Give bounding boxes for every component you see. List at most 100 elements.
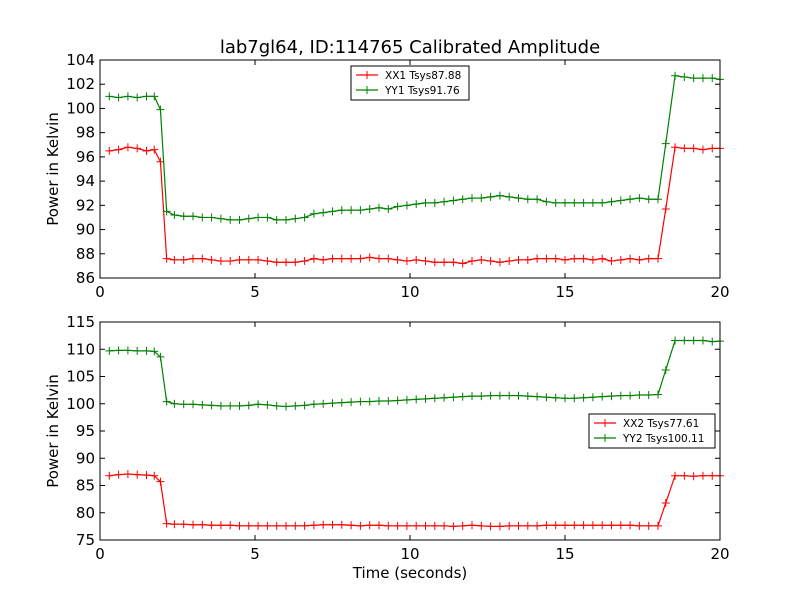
legend-label: XX1 Tsys87.88 <box>385 70 461 82</box>
x-tick-label: 0 <box>95 283 105 301</box>
data-point <box>458 521 467 530</box>
data-point <box>588 521 597 530</box>
data-point <box>384 397 393 406</box>
data-point <box>356 206 365 215</box>
data-point <box>468 392 476 401</box>
data-point <box>375 254 383 263</box>
data-point <box>114 145 123 154</box>
y-axis-label: Power in Kelvin <box>44 374 62 488</box>
data-point <box>402 201 411 210</box>
data-point <box>272 258 281 267</box>
data-point <box>207 521 216 530</box>
data-point <box>430 198 439 207</box>
data-point <box>244 214 253 223</box>
data-point <box>421 257 430 266</box>
data-point <box>477 255 486 264</box>
data-point <box>402 521 411 530</box>
data-point <box>430 521 439 530</box>
data-point <box>477 521 486 530</box>
x-axis-label: Time (seconds) <box>352 564 468 582</box>
data-point <box>179 255 188 264</box>
data-point <box>542 521 551 530</box>
data-point <box>114 346 123 355</box>
data-point <box>207 401 216 410</box>
data-point <box>402 395 411 404</box>
data-point <box>514 391 523 400</box>
data-point <box>523 255 532 264</box>
data-point <box>458 392 467 401</box>
data-point <box>458 259 467 268</box>
data-point <box>486 192 495 201</box>
data-point <box>263 213 272 222</box>
data-point <box>644 521 653 530</box>
data-point <box>440 258 449 267</box>
data-point <box>142 471 151 480</box>
data-point <box>244 255 253 264</box>
data-point <box>319 520 328 529</box>
data-point <box>607 392 616 401</box>
data-point <box>505 521 514 530</box>
data-point <box>579 254 588 263</box>
data-point <box>449 522 458 531</box>
data-point <box>123 470 132 479</box>
data-point <box>477 194 486 203</box>
data-point <box>570 198 579 207</box>
data-point <box>661 204 670 213</box>
data-point <box>133 470 142 479</box>
data-point <box>579 393 588 402</box>
data-point <box>226 401 235 410</box>
data-point <box>162 397 171 406</box>
y-tick-label: 102 <box>66 75 95 93</box>
data-point <box>300 257 309 266</box>
legend-marker <box>363 71 371 79</box>
data-point <box>162 254 171 263</box>
legend: XX2 Tsys77.61 YY2 Tsys100.11 <box>588 413 716 449</box>
data-point <box>430 258 439 267</box>
data-point <box>698 336 707 345</box>
data-point <box>644 195 653 204</box>
y-tick-label: 92 <box>76 196 95 214</box>
data-point <box>189 520 197 529</box>
data-point <box>347 398 356 407</box>
data-point <box>170 520 179 529</box>
data-point <box>198 254 207 263</box>
data-point <box>412 255 421 264</box>
data-point <box>328 207 337 216</box>
data-point <box>244 401 253 410</box>
data-point <box>654 390 662 399</box>
data-point <box>523 195 532 204</box>
data-point <box>588 198 597 207</box>
data-point <box>216 257 225 266</box>
data-point <box>123 346 132 355</box>
y-tick-label: 95 <box>76 422 95 440</box>
series-line-2 <box>109 339 721 408</box>
data-point <box>105 346 114 355</box>
data-point <box>477 392 486 401</box>
data-point <box>495 391 504 400</box>
data-point <box>486 522 495 531</box>
data-point <box>150 92 159 101</box>
data-point <box>179 400 188 409</box>
data-point <box>198 400 207 409</box>
data-point <box>644 254 653 263</box>
data-point <box>607 197 616 206</box>
y-tick-label: 90 <box>76 221 95 239</box>
data-point <box>579 521 588 530</box>
data-point <box>263 521 272 530</box>
data-point <box>272 521 281 530</box>
data-point <box>337 206 346 215</box>
data-point <box>356 254 365 263</box>
data-point <box>708 144 717 153</box>
data-point <box>328 399 337 408</box>
data-point <box>142 146 151 155</box>
data-point <box>347 521 356 530</box>
data-point <box>635 194 644 203</box>
data-point <box>698 145 707 154</box>
data-point <box>402 257 411 266</box>
data-point <box>133 93 142 102</box>
data-point <box>133 144 142 153</box>
data-point <box>105 92 114 101</box>
data-point <box>551 198 560 207</box>
data-point <box>235 521 244 530</box>
legend-marker <box>601 434 609 442</box>
